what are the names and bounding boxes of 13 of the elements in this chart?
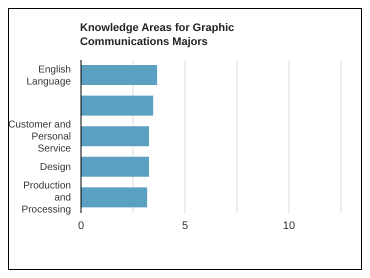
y-tick-label: Production and Processing [22, 180, 71, 216]
bar [81, 96, 154, 116]
chart-title: Knowledge Areas for Graphic Communications Majors [80, 21, 236, 49]
x-tick-label: 10 [282, 220, 296, 232]
bar [81, 187, 148, 208]
bar [81, 65, 158, 85]
bar [81, 156, 150, 177]
y-tick-label: Design [40, 162, 71, 173]
y-tick-label: English Language [26, 64, 72, 87]
x-tick-label: 0 [78, 220, 84, 232]
bar [81, 126, 150, 146]
x-tick-label: 5 [182, 220, 188, 232]
y-tick-label: Customer and Personal Service [8, 119, 72, 154]
